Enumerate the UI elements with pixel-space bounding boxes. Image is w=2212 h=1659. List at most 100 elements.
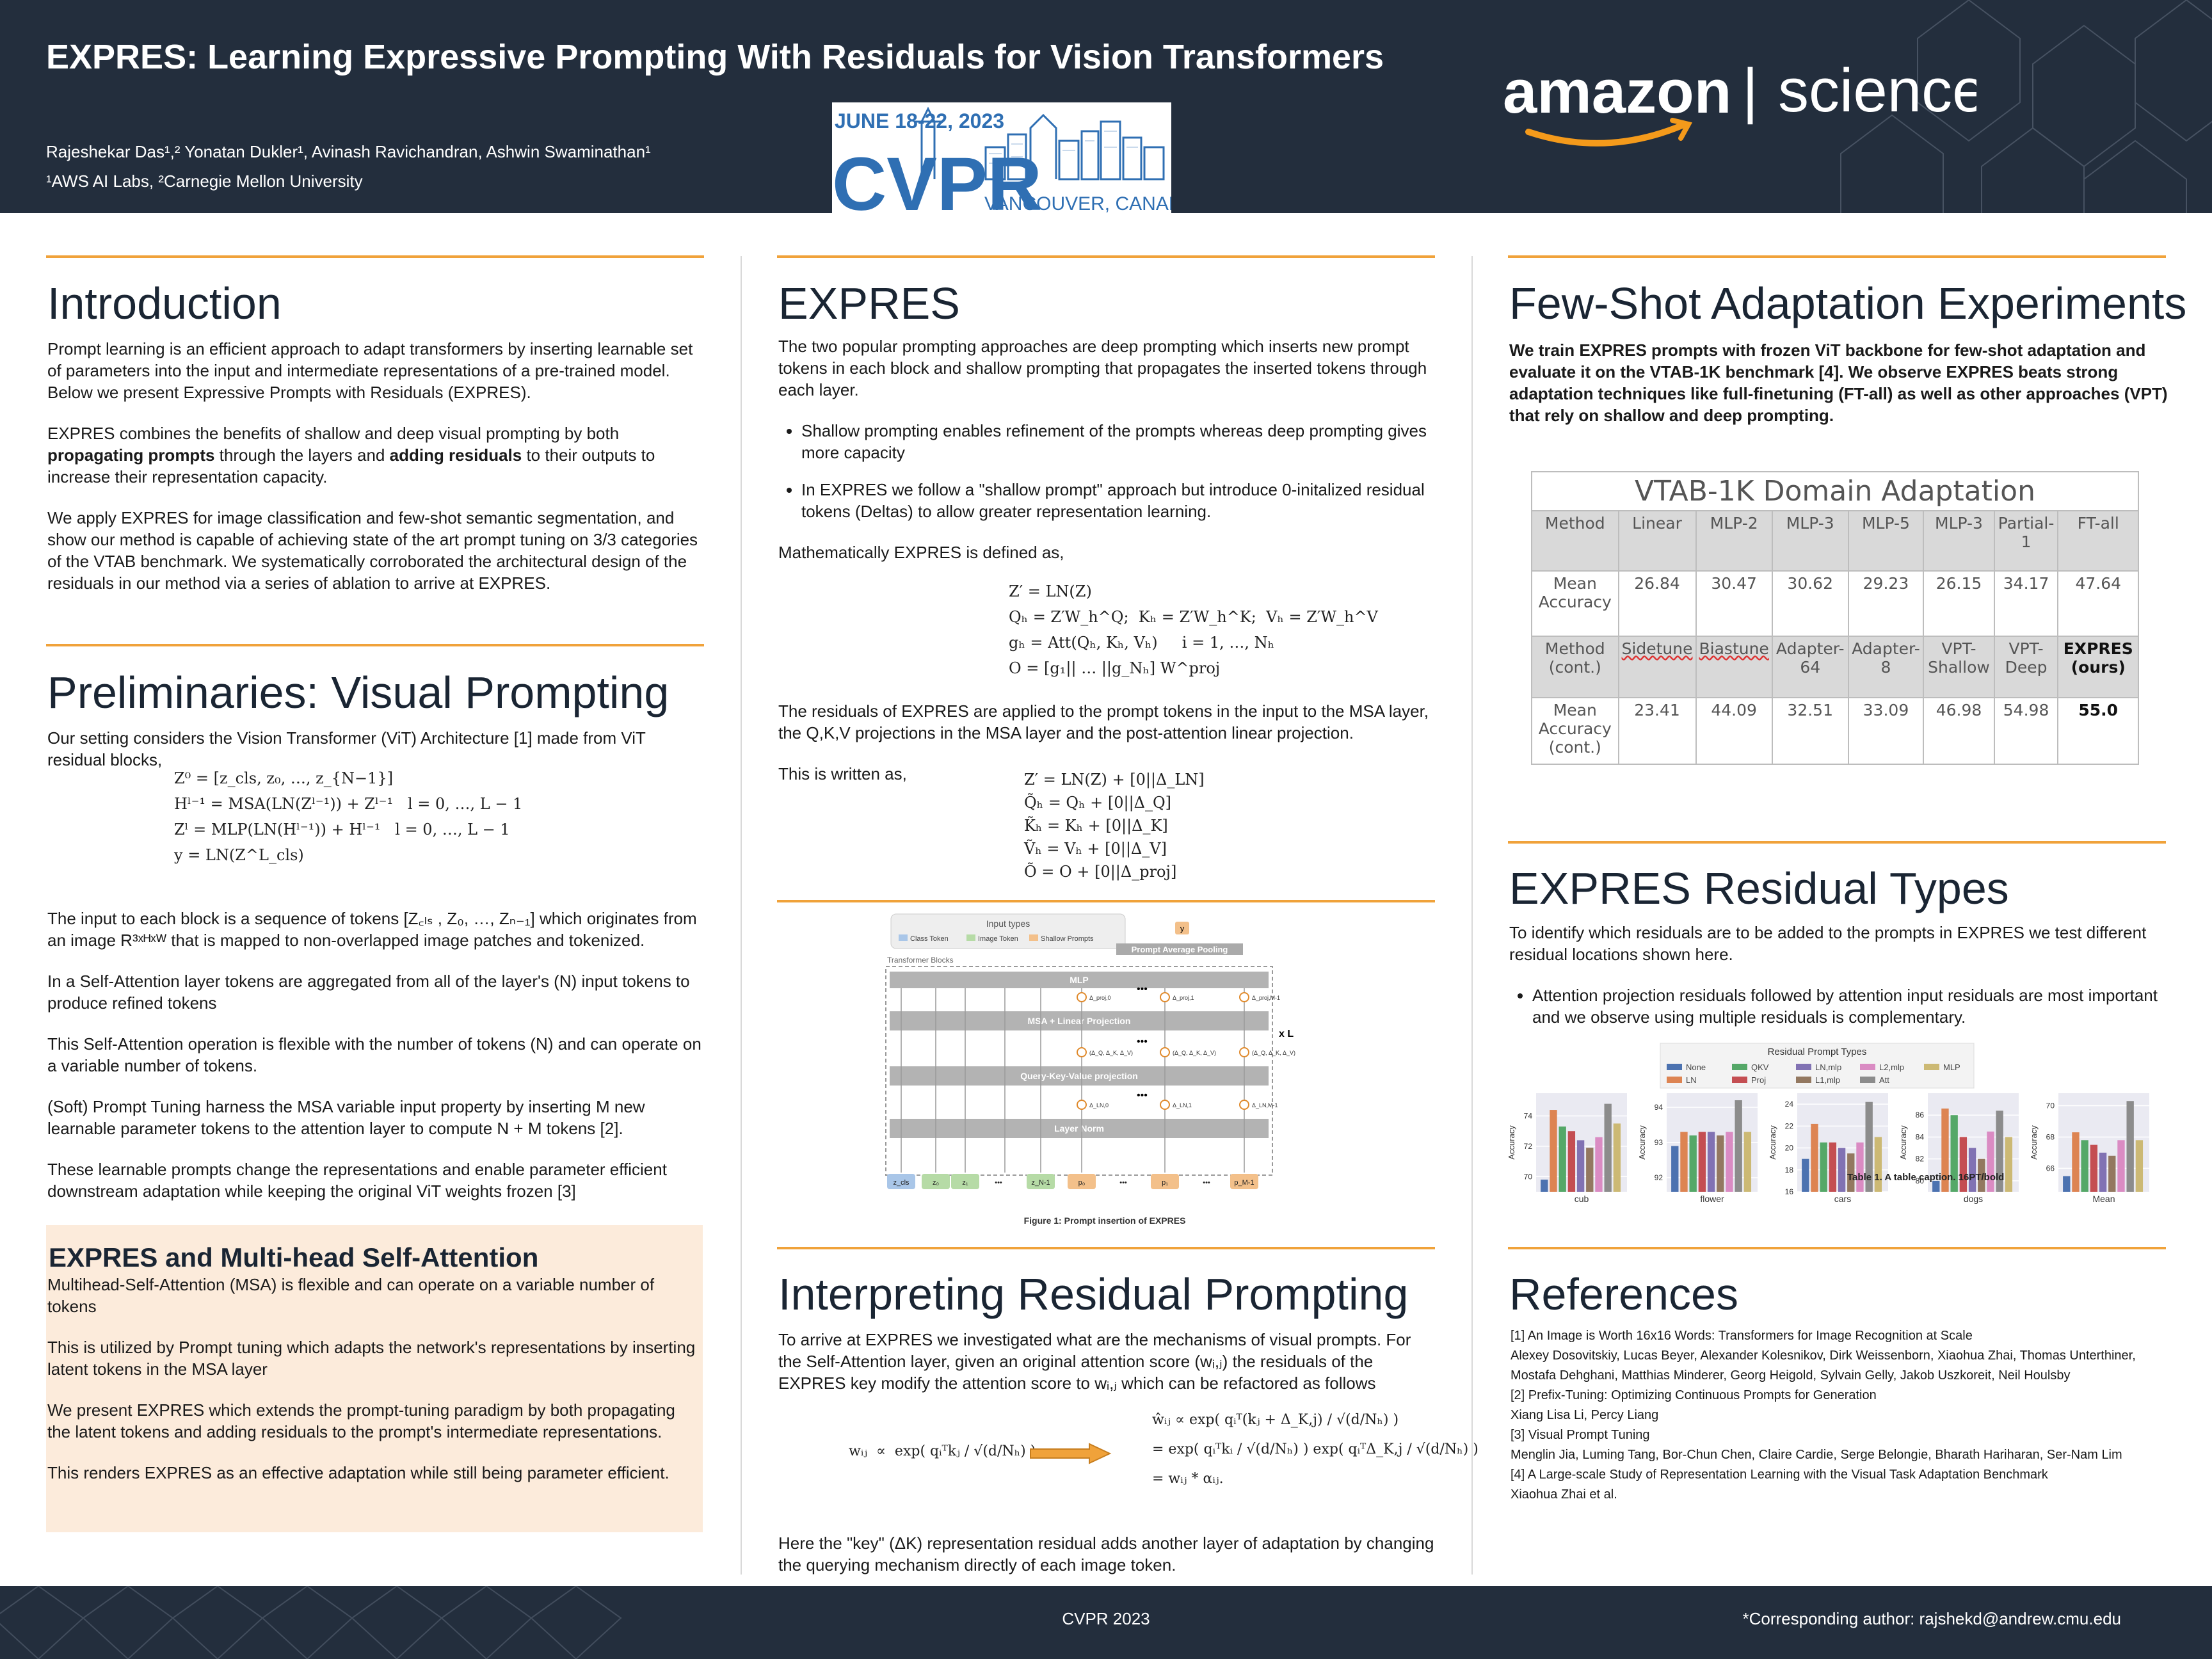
pooling-label: Prompt Average Pooling <box>1132 945 1228 954</box>
legend-label: L1,mlp <box>1815 1075 1840 1085</box>
bar <box>1941 1108 1949 1192</box>
section-rule <box>46 255 704 258</box>
bar <box>1996 1110 2003 1192</box>
input-token <box>1068 1174 1096 1189</box>
panel-label: dogs <box>1964 1194 1983 1204</box>
bar <box>1959 1137 1968 1192</box>
bar <box>1802 1158 1809 1192</box>
input-token <box>887 1174 915 1189</box>
section-rule <box>1508 255 2166 258</box>
poster-title: EXPRES: Learning Expressive Prompting Wi… <box>46 38 1384 76</box>
chart-legend: None QKV LN,mlp L2,mlp MLP LN Proj L1,mlp Att <box>1667 1062 1960 1085</box>
fewshot-text: We train EXPRES prompts with frozen ViT … <box>1509 341 2168 425</box>
delta-label: Δ_proj,1 <box>1173 995 1194 1001</box>
token-label: p_M-1 <box>1234 1179 1254 1187</box>
delta-label: Δ_proj,M-1 <box>1252 995 1280 1001</box>
figure-prompt-insertion: Input types Class Token Image Token Shal… <box>885 913 1295 1226</box>
legend-swatch <box>1667 1064 1682 1070</box>
footer-hexagon-decoration <box>0 1586 622 1659</box>
bar <box>2108 1155 2116 1192</box>
fewshot-heading: Few-Shot Adaptation Experiments <box>1509 278 2187 328</box>
expres-paragraph: The two popular prompting approaches are… <box>778 337 1427 399</box>
legend-label: Proj <box>1751 1075 1766 1085</box>
bar <box>1838 1148 1846 1192</box>
table-header-row: Method (cont.) Sidetune Biastune Adapter-64… <box>1531 636 2139 698</box>
dots-label: ••• <box>1137 984 1148 995</box>
bar <box>1743 1132 1752 1192</box>
residual-add-icon <box>1077 1100 1087 1110</box>
y-tick-label: 82 <box>1916 1155 1925 1164</box>
legend-label: MLP <box>1943 1062 1960 1072</box>
bar <box>1604 1103 1612 1192</box>
cvpr-skyline-graphic: JUNE 18-22, 2023 CVPR VANCOUVER, CANADA <box>832 106 1196 213</box>
attention-score-equation: wᵢⱼ ∝ exp( qᵢᵀkⱼ / √(d/Nₕ) ) <box>849 1443 1036 1459</box>
bar <box>1968 1148 1976 1192</box>
amazon-wordmark: amazon <box>1503 61 1731 126</box>
transformer-blocks-label: Transformer Blocks <box>887 956 954 965</box>
msa-callout-box: EXPRES and Multi-head Self-Attention Mul… <box>46 1225 703 1532</box>
table-caption-overlay: Table 1. A table caption. 16PT/bold <box>1847 1172 2004 1183</box>
section-rule <box>777 1247 1435 1249</box>
prelim-paragraph: The input to each block is a sequence of… <box>47 909 697 950</box>
pooling-bar <box>1116 943 1243 955</box>
cvpr-logo: JUNE 18-22, 2023 CVPR VANCOUVER, CANADA <box>832 102 1196 213</box>
bar <box>1671 1146 1679 1192</box>
table-title: VTAB-1K Domain Adaptation <box>1531 471 2139 510</box>
repeat-label: x L <box>1279 1029 1294 1039</box>
input-token <box>1151 1174 1179 1189</box>
bar <box>1856 1142 1864 1192</box>
interpreting-conclusion: Here the "key" (ΔK) representation resid… <box>778 1534 1434 1575</box>
expres-heading: EXPRES <box>778 278 960 328</box>
y-tick-label: 84 <box>1916 1132 1925 1141</box>
y-tick-label: 20 <box>1785 1144 1794 1153</box>
dots-label: ••• <box>1137 1090 1148 1101</box>
bar <box>1550 1110 1557 1192</box>
bar <box>1987 1131 1994 1192</box>
legend-swatch <box>1667 1077 1682 1083</box>
bar <box>1707 1132 1715 1192</box>
layernorm-bar <box>890 1119 1269 1138</box>
bar <box>2090 1144 2098 1192</box>
bar <box>1689 1135 1697 1192</box>
layernorm-label: Layer Norm <box>1054 1123 1104 1134</box>
cvpr-wordmark: CVPR <box>832 142 1042 213</box>
bar <box>1613 1123 1621 1192</box>
y-axis-label: Accuracy <box>1637 1125 1647 1160</box>
prelim-paragraph: These learnable prompts change the repre… <box>47 1160 667 1201</box>
interpreting-text: To arrive at EXPRES we investigated what… <box>778 1330 1411 1393</box>
qkv-label: Query-Key-Value projection <box>1020 1071 1138 1081</box>
y-tick-label: 70 <box>2046 1102 2055 1110</box>
chart-legend-box <box>1660 1043 1975 1089</box>
bar <box>1559 1126 1566 1192</box>
expres-bullets: Shallow prompting enables refinement of … <box>778 420 1438 522</box>
reference-authors: Alexey Dosovitskiy, Lucas Beyer, Alexand… <box>1511 1349 2136 1382</box>
table-row: Mean Accuracy (cont.) 23.41 44.09 32.51 33.0… <box>1531 697 2139 765</box>
figure-caption: Figure 1: Prompt insertion of EXPRES <box>1024 1215 1186 1226</box>
residual-add-icon <box>1160 1047 1170 1057</box>
footer-contact: *Corresponding author: rajshekd@andrew.c… <box>1742 1609 2121 1628</box>
legend-label: L2,mlp <box>1879 1062 1904 1072</box>
bar <box>1811 1123 1818 1192</box>
interpreting-heading: Interpreting Residual Prompting <box>778 1269 1409 1319</box>
delta-residual-rows: Δ_proj,0 Δ_proj,1 Δ_proj,M-1 (Δ_Q, Δ_K, Δ_V… <box>1077 992 1295 1110</box>
input-token <box>1027 1174 1055 1189</box>
introduction-body: Prompt learning is an efficient approach… <box>47 338 707 613</box>
token-label: z_cls <box>893 1179 910 1187</box>
residual-bullet: Attention projection residuals followed … <box>1532 984 2168 1028</box>
token-label: ••• <box>1119 1179 1127 1187</box>
legend-swatch <box>1924 1064 1939 1070</box>
prelim-paragraph: This Self-Attention operation is flexibl… <box>47 1034 701 1075</box>
expres-residuals-text: The residuals of EXPRES are applied to t… <box>778 701 1429 783</box>
expres-body: The two popular prompting approaches are… <box>778 335 1438 582</box>
bar <box>1829 1142 1837 1192</box>
chart-title: Residual Prompt Types <box>1768 1046 1867 1057</box>
bar <box>1820 1142 1827 1192</box>
table-row: Mean Accuracy 26.84 30.47 30.62 29.23 26.15 34… <box>1531 570 2139 637</box>
legend-swatch <box>899 934 908 941</box>
token-arrows <box>901 988 1245 1173</box>
expres-bullet: Shallow prompting enables refinement of … <box>801 420 1438 463</box>
author-list: Rajeshekar Das¹,² Yonatan Dukler¹, Avina… <box>46 142 651 161</box>
bar <box>1950 1115 1958 1192</box>
residual-add-icon <box>1239 992 1249 1002</box>
bar <box>2081 1140 2088 1192</box>
